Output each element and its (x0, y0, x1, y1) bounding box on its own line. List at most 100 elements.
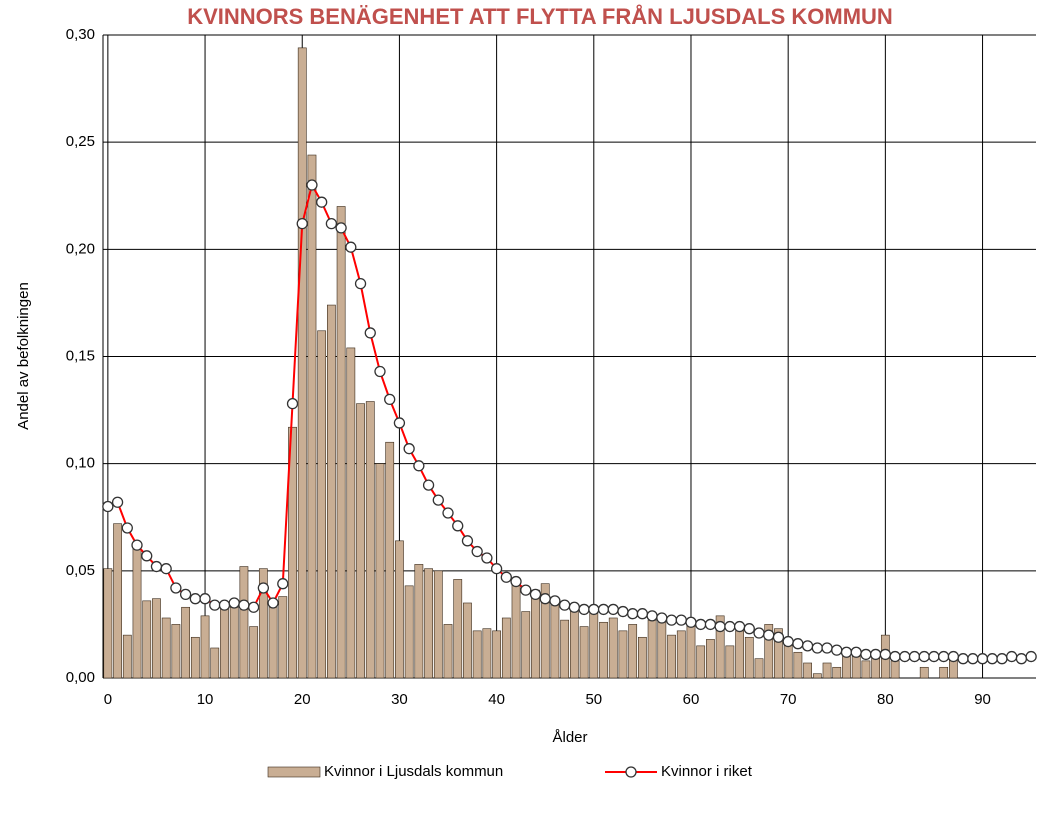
bar (589, 611, 599, 679)
marker (811, 642, 823, 654)
bar (764, 624, 774, 679)
marker (860, 648, 872, 661)
bar (482, 628, 492, 679)
bar (463, 602, 472, 679)
marker (325, 217, 338, 230)
marker (1006, 650, 1018, 663)
bar (288, 426, 297, 679)
marker (316, 196, 328, 208)
marker (908, 650, 921, 663)
marker (763, 629, 775, 641)
marker (675, 614, 687, 626)
marker (957, 653, 969, 665)
chart-title: KVINNORS BENÄGENHET ATT FLYTTA FRÅN LJUS… (187, 3, 893, 29)
marker (733, 620, 746, 633)
bar (822, 662, 832, 679)
marker (772, 631, 785, 643)
marker (199, 593, 211, 605)
y-axis-label: Andel av befolkningen (15, 282, 32, 430)
bar (103, 568, 113, 679)
bar (161, 617, 171, 679)
bar (492, 630, 501, 679)
marker (335, 222, 347, 234)
bar (793, 651, 803, 679)
bar (278, 596, 288, 679)
marker (403, 443, 415, 455)
bar (667, 634, 676, 679)
bar (638, 636, 647, 679)
marker (685, 616, 697, 628)
marker (986, 653, 998, 665)
marker (131, 539, 143, 551)
bar (803, 662, 812, 679)
marker (753, 627, 765, 639)
bar (317, 330, 327, 679)
bar (258, 568, 268, 679)
bar (501, 617, 511, 679)
marker (976, 653, 989, 665)
marker (257, 582, 270, 594)
bar (919, 666, 929, 679)
y-tick-label: 0,10 (66, 455, 95, 472)
x-axis-label: Ålder (552, 729, 587, 746)
x-tick-label: 80 (877, 691, 894, 708)
bar (365, 401, 375, 679)
bar (122, 634, 132, 679)
y-tick-label: 0,30 (66, 26, 95, 43)
y-tick-label: 0,20 (66, 240, 95, 257)
marker (413, 460, 425, 472)
marker (374, 365, 386, 378)
bar (550, 600, 560, 679)
bar (540, 583, 550, 679)
marker (160, 563, 172, 575)
marker (452, 520, 464, 532)
bar (861, 660, 871, 679)
bar (735, 630, 744, 679)
marker (286, 398, 299, 410)
bar (356, 403, 365, 679)
bar (579, 626, 589, 679)
marker (422, 479, 435, 491)
bar (142, 600, 152, 679)
marker (869, 648, 882, 661)
marker (247, 601, 260, 613)
bar (686, 619, 696, 679)
marker (1015, 653, 1028, 665)
marker (111, 496, 124, 508)
marker (481, 552, 493, 564)
marker (947, 650, 960, 663)
bar (443, 624, 453, 679)
bar (657, 619, 667, 679)
bar (414, 564, 424, 679)
marker (821, 642, 833, 654)
bar (511, 583, 521, 679)
bar (599, 621, 608, 679)
marker (189, 593, 201, 605)
marker (665, 614, 678, 626)
bar (190, 636, 200, 679)
marker (636, 608, 649, 620)
marker (471, 545, 483, 558)
bar (715, 615, 725, 679)
bar (676, 630, 686, 679)
bar (744, 636, 754, 679)
marker (850, 646, 862, 658)
bar (229, 606, 239, 679)
legend-label: Kvinnor i Ljusdals kommun (324, 763, 503, 780)
y-tick-label: 0,25 (66, 133, 95, 150)
marker (384, 393, 396, 406)
x-tick-label: 50 (585, 691, 602, 708)
x-tick-label: 30 (391, 691, 408, 708)
bar (171, 624, 181, 679)
bar (618, 630, 628, 679)
bar (268, 602, 278, 679)
y-tick-label: 0,00 (66, 669, 95, 686)
marker (831, 644, 843, 656)
bar (832, 666, 842, 679)
bar (842, 656, 851, 679)
bar (210, 647, 220, 679)
bar (249, 626, 259, 679)
x-tick-label: 20 (294, 691, 311, 708)
bar (939, 666, 949, 679)
bar (327, 304, 336, 679)
